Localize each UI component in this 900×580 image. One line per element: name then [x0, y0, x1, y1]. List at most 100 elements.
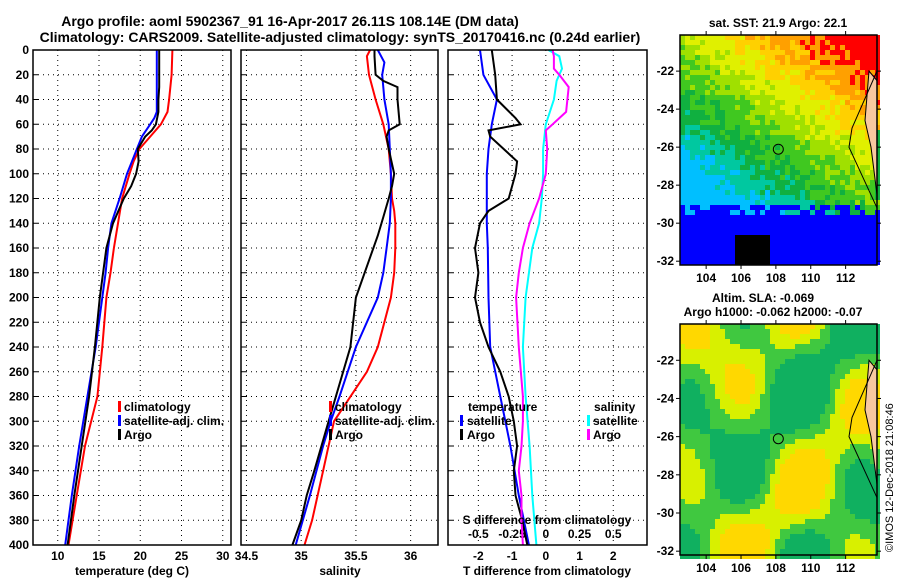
map-cell [820, 90, 825, 95]
map-cell [755, 374, 760, 379]
map-cell [860, 444, 865, 449]
map-cell [720, 200, 725, 205]
map-cell [730, 349, 735, 354]
map-cell [760, 419, 765, 424]
map-cell [855, 245, 860, 250]
map-cell [775, 55, 780, 60]
map-cell [750, 454, 755, 459]
map-cell [710, 60, 715, 65]
map-cell [755, 200, 760, 205]
map-cell [800, 409, 805, 414]
map-cell [710, 165, 715, 170]
map-cell [860, 364, 865, 369]
map-cell [795, 374, 800, 379]
map-cell [680, 409, 685, 414]
map-cell [710, 334, 715, 339]
map-cell [820, 65, 825, 70]
map-cell [685, 200, 690, 205]
map-cell [705, 334, 710, 339]
map-cell [775, 394, 780, 399]
map-cell [700, 130, 705, 135]
map-cell [700, 105, 705, 110]
map-cell [855, 160, 860, 165]
map-cell [715, 85, 720, 90]
map-cell [830, 344, 835, 349]
map-cell [835, 125, 840, 130]
map-cell [795, 539, 800, 544]
map-cell [790, 120, 795, 125]
map-cell [825, 130, 830, 135]
map-cell [705, 439, 710, 444]
map-cell [820, 135, 825, 140]
map-cell [685, 364, 690, 369]
map-cell [855, 90, 860, 95]
map-cell [835, 394, 840, 399]
map-cell [825, 484, 830, 489]
map-cell [820, 240, 825, 245]
map-cell [805, 75, 810, 80]
legend-label-argo: Argo [124, 428, 152, 442]
map-cell [765, 449, 770, 454]
map-cell [715, 195, 720, 200]
map-cell [825, 175, 830, 180]
map-cell [840, 489, 845, 494]
map-cell [730, 260, 735, 265]
map-cell [860, 115, 865, 120]
map-cell [800, 255, 805, 260]
map-cell [755, 85, 760, 90]
map-cell [795, 245, 800, 250]
map-cell [715, 454, 720, 459]
map-cell [825, 479, 830, 484]
map-cell [750, 354, 755, 359]
map-cell [705, 150, 710, 155]
map-cell [830, 85, 835, 90]
map-cell [750, 210, 755, 215]
map-cell [700, 414, 705, 419]
map-cell [785, 344, 790, 349]
map-cell [855, 185, 860, 190]
map-cell [825, 399, 830, 404]
map-cell [710, 479, 715, 484]
map-cell [725, 105, 730, 110]
map-cell [765, 35, 770, 40]
map-cell [755, 469, 760, 474]
map-cell [765, 394, 770, 399]
map-cell [725, 255, 730, 260]
map-cell [690, 409, 695, 414]
map-cell [795, 260, 800, 265]
map-cell [715, 419, 720, 424]
map-cell [845, 170, 850, 175]
map-cell [815, 215, 820, 220]
map-cell [760, 95, 765, 100]
map-cell [795, 359, 800, 364]
map-cell [775, 549, 780, 554]
map-cell [850, 160, 855, 165]
map-cell [705, 534, 710, 539]
map-cell [690, 374, 695, 379]
map-cell [745, 230, 750, 235]
map-cell [720, 544, 725, 549]
map-cell [765, 444, 770, 449]
map-cell [695, 225, 700, 230]
legend-swatch-satellite [118, 415, 121, 426]
map-cell [700, 474, 705, 479]
map-cell [685, 160, 690, 165]
map-cell [870, 539, 875, 544]
map-cell [795, 55, 800, 60]
map-cell [775, 519, 780, 524]
map-cell [745, 529, 750, 534]
map-cell [805, 389, 810, 394]
map-cell [825, 524, 830, 529]
map-cell [745, 534, 750, 539]
map-cell [700, 50, 705, 55]
map-cell [830, 250, 835, 255]
map-cell [745, 70, 750, 75]
map-cell [830, 235, 835, 240]
map-cell [825, 384, 830, 389]
map-cell [775, 359, 780, 364]
map-cell [860, 549, 865, 554]
map-cell [740, 514, 745, 519]
map-cell [680, 519, 685, 524]
map-cell [780, 210, 785, 215]
map-cell [795, 210, 800, 215]
